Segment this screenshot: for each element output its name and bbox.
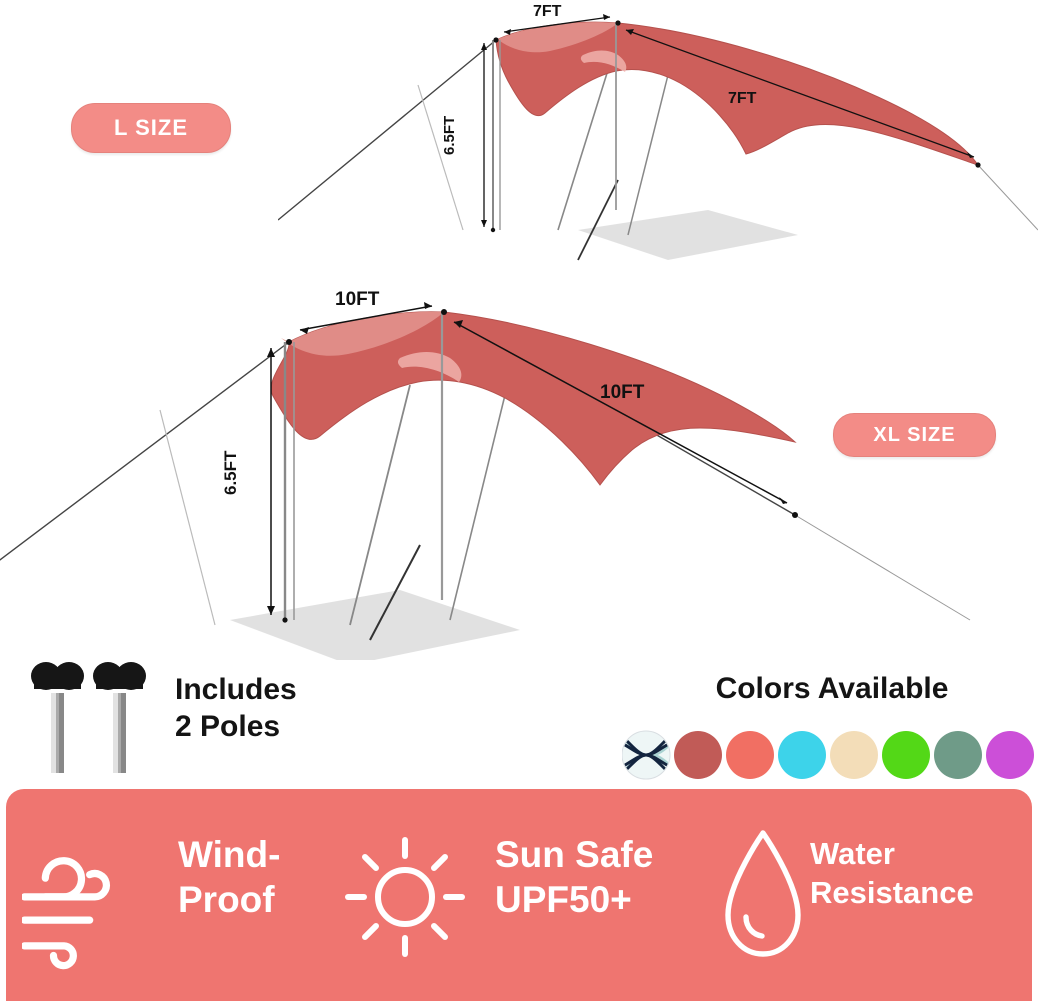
svg-text:10FT: 10FT [335,290,380,310]
svg-text:6.5FT: 6.5FT [441,116,458,155]
svg-text:7FT: 7FT [728,90,757,107]
svg-text:7FT: 7FT [533,5,562,20]
svg-text:10FT: 10FT [600,382,645,403]
svg-text:6.5FT: 6.5FT [221,450,240,495]
